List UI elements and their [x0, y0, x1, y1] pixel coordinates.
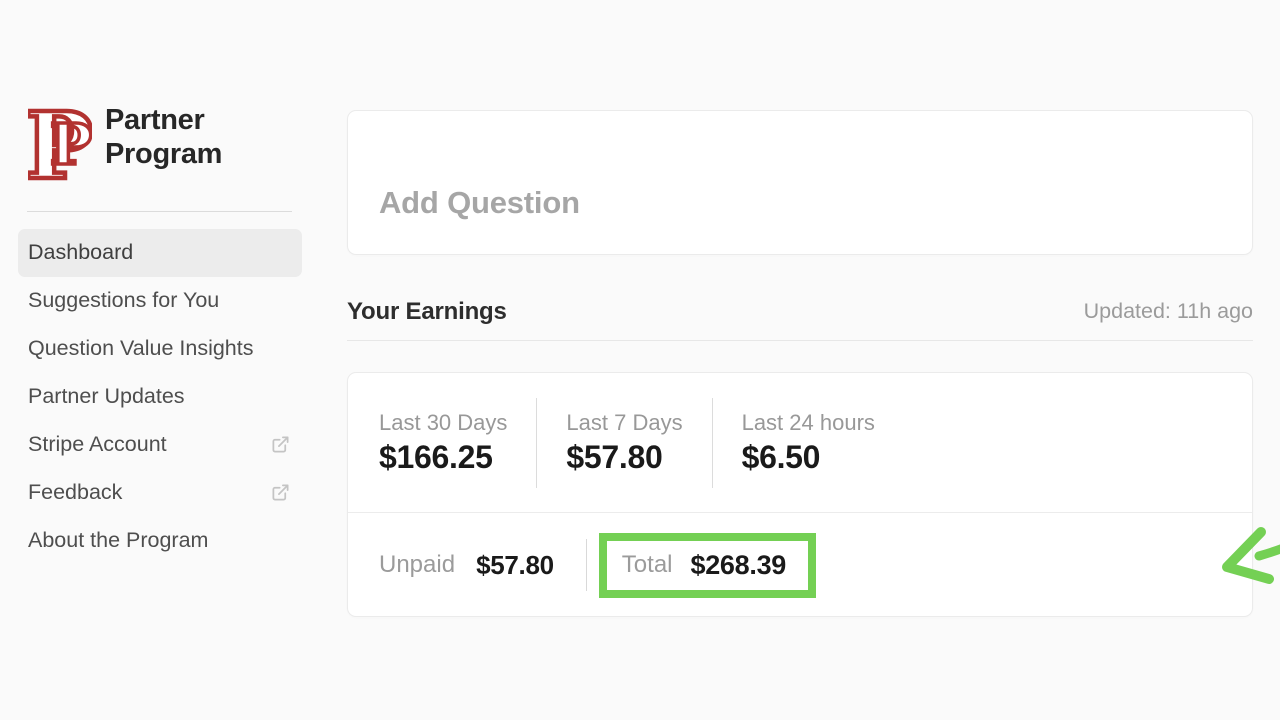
stat-last-7-days: Last 7 Days $57.80: [537, 397, 713, 488]
stat-label: Last 24 hours: [741, 409, 875, 435]
unpaid-value: $57.80: [476, 549, 554, 580]
earnings-header: Your Earnings Updated: 11h ago: [347, 283, 1253, 341]
sidebar-item-suggestions-for-you[interactable]: Suggestions for You: [18, 277, 302, 325]
main-content: Add Question Your Earnings Updated: 11h …: [347, 0, 1280, 720]
sidebar-item-stripe-account[interactable]: Stripe Account: [18, 421, 302, 469]
svg-text:P: P: [28, 100, 92, 188]
stat-last-24-hours: Last 24 hours $6.50: [713, 398, 904, 488]
stat-value: $57.80: [566, 438, 663, 475]
sidebar-item-label: Dashboard: [28, 240, 134, 264]
sidebar-item-question-value-insights[interactable]: Question Value Insights: [18, 325, 302, 373]
total-value: $268.39: [690, 549, 787, 580]
sidebar-item-label: About the Program: [28, 528, 209, 552]
sidebar-item-feedback[interactable]: Feedback: [18, 469, 302, 517]
sidebar-nav: Dashboard Suggestions for You Question V…: [18, 229, 302, 565]
earnings-title: Your Earnings: [347, 297, 507, 325]
sidebar: P P Partner Program Dashboard Suggestion…: [18, 0, 304, 720]
total-highlight-annotation: Total $268.39: [598, 532, 816, 598]
sidebar-item-dashboard[interactable]: Dashboard: [18, 229, 302, 277]
earnings-card: Last 30 Days $166.25 Last 7 Days $57.80 …: [347, 372, 1253, 617]
earnings-totals-row: Unpaid $57.80 Total $268.39: [348, 513, 1252, 617]
sidebar-item-label: Partner Updates: [28, 384, 185, 408]
add-question-input[interactable]: Add Question: [347, 110, 1253, 255]
stat-last-30-days: Last 30 Days $166.25: [379, 397, 538, 488]
stat-label: Last 7 Days: [566, 409, 683, 435]
sidebar-divider: [27, 211, 292, 212]
external-link-icon: [272, 436, 289, 453]
unpaid-label: Unpaid: [379, 551, 456, 578]
external-link-icon: [272, 484, 289, 501]
sidebar-item-label: Feedback: [28, 480, 123, 504]
stat-value: $6.50: [741, 438, 821, 475]
sidebar-item-label: Stripe Account: [28, 432, 167, 456]
total-label: Total: [621, 551, 673, 578]
sidebar-item-label: Suggestions for You: [28, 288, 220, 312]
partner-program-logo: P P Partner Program: [28, 100, 245, 188]
sidebar-item-partner-updates[interactable]: Partner Updates: [18, 373, 302, 421]
totals-divider: [585, 539, 587, 591]
earnings-updated-timestamp: Updated: 11h ago: [1083, 299, 1253, 323]
svg-text:P: P: [50, 112, 92, 178]
stat-label: Last 30 Days: [379, 409, 508, 435]
logo-wordmark: Partner Program: [105, 104, 223, 170]
sidebar-item-label: Question Value Insights: [28, 336, 254, 360]
sidebar-item-about-the-program[interactable]: About the Program: [18, 517, 302, 565]
earnings-stats-row: Last 30 Days $166.25 Last 7 Days $57.80 …: [348, 373, 1252, 513]
stat-value: $166.25: [379, 438, 493, 475]
add-question-placeholder: Add Question: [379, 185, 580, 220]
double-p-logo-icon: P P: [28, 100, 92, 188]
